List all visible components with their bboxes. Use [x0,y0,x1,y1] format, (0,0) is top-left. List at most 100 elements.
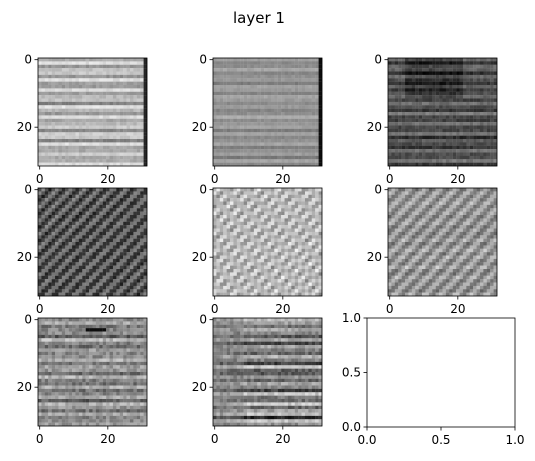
heatmap-cell [486,74,491,79]
heatmap-cell [112,145,117,150]
heatmap-cell [51,269,56,273]
heatmap-cell [473,78,477,82]
heatmap-cell [466,64,470,69]
heatmap-cell [452,88,457,92]
heatmap-cell [318,81,323,86]
heatmap-cell [318,85,323,89]
heatmap-cell [264,132,268,136]
heatmap-cell [68,191,73,195]
heatmap-cell [109,242,114,246]
heatmap-cell [99,279,103,283]
heatmap-cell [61,152,66,157]
heatmap-cell [102,125,107,130]
heatmap-cell [428,135,433,140]
heatmap-cell [398,128,402,133]
heatmap-cell [226,221,231,226]
heatmap-cell [277,128,282,133]
heatmap-cell [274,68,278,72]
heatmap-cell [260,269,265,273]
heatmap-cell [452,128,457,133]
heatmap-cell [243,262,248,266]
heatmap-cell [394,142,399,146]
heatmap-cell [281,252,285,256]
heatmap-cell [294,198,299,202]
heatmap-cell [44,139,49,143]
heatmap-cell [274,245,278,249]
heatmap-cell [490,139,494,143]
heatmap-cell [233,118,237,123]
heatmap-cell [65,242,69,246]
heatmap-cell [298,255,302,260]
heatmap-cell [106,275,110,280]
heatmap-cell [486,149,491,153]
heatmap-cell [411,64,416,69]
heatmap-cell [82,285,86,290]
heatmap-cell [133,275,137,280]
heatmap-cell [247,68,251,72]
heatmap-cell [247,128,251,133]
heatmap-cell [116,78,120,82]
heatmap-cell [405,71,409,76]
heatmap-cell [55,95,59,99]
heatmap-cell [490,149,494,153]
heatmap-cell [240,188,244,192]
heatmap-cell [65,221,69,226]
heatmap-cell [68,201,73,206]
heatmap-cell [109,128,114,133]
heatmap-cell [95,139,100,143]
heatmap-cell [439,139,443,143]
heatmap-cell [236,211,241,216]
heatmap-cell [44,215,49,219]
heatmap-cell [109,142,114,146]
heatmap-cell [89,101,93,106]
heatmap-cell [459,105,464,109]
heatmap-cell [140,191,144,195]
heatmap-cell [490,162,494,167]
heatmap-cell [226,132,231,136]
heatmap-cell [129,108,134,113]
heatmap-cell [294,194,299,199]
heatmap-cell [41,211,45,216]
heatmap-cell [250,78,255,82]
heatmap-cell [308,101,312,106]
heatmap-cell [405,105,409,109]
heatmap-cell [439,145,443,150]
heatmap-cell [428,159,433,163]
heatmap-cell [126,118,131,123]
heatmap-cell [456,95,460,99]
heatmap-cell [243,155,248,160]
heatmap-cell [243,218,248,222]
heatmap-cell [216,265,220,270]
heatmap-cell [493,112,498,116]
heatmap-cell [243,194,248,199]
heatmap-cell [267,228,272,233]
heatmap-cell [274,275,278,280]
heatmap-cell [315,188,319,192]
heatmap-cell [411,142,416,146]
heatmap-cell [257,238,261,243]
heatmap-cell [301,211,306,216]
heatmap-cell [267,255,272,260]
heatmap-cell [479,112,484,116]
heatmap-cell [58,128,62,133]
heatmap-cell [226,269,231,273]
heatmap-cell [38,74,42,79]
heatmap-cell [456,139,460,143]
heatmap-cell [216,152,220,157]
heatmap-cell [65,101,69,106]
heatmap-cell [143,279,148,283]
heatmap-cell [112,228,117,233]
heatmap-cell [99,248,103,253]
heatmap-cell [65,218,69,222]
heatmap-cell [250,152,255,157]
heatmap-cell [82,155,86,160]
heatmap-cell [486,105,491,109]
heatmap-cell [315,204,319,209]
heatmap-cell [89,255,93,260]
heatmap-cell [281,139,285,143]
heatmap-cell [294,242,299,246]
heatmap-cell [116,95,120,99]
heatmap-cell [119,231,124,236]
heatmap-cell [51,132,56,136]
heatmap-cell [442,78,447,82]
